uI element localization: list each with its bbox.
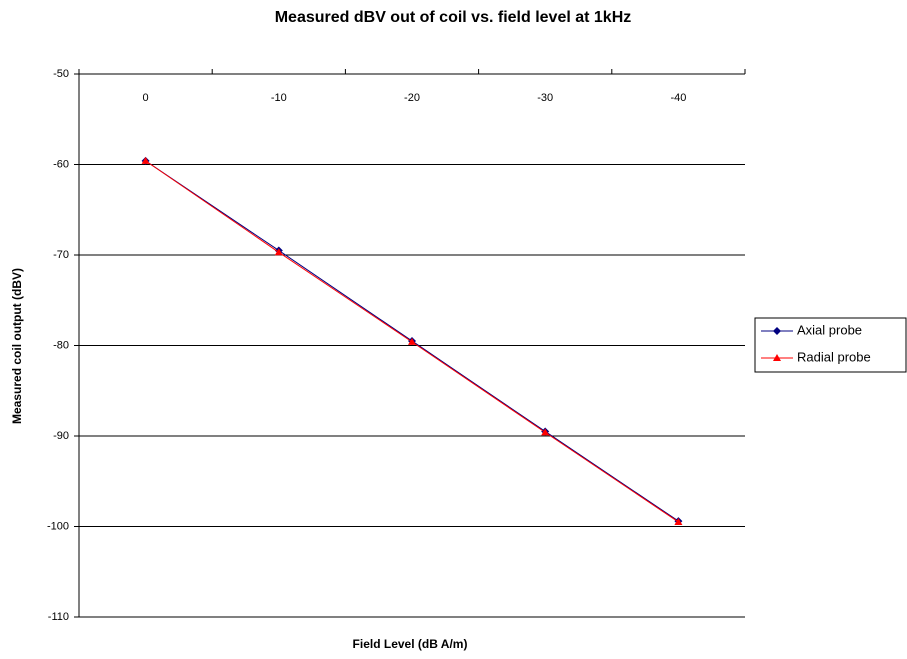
y-tick-label: -80 xyxy=(53,339,69,351)
legend-box xyxy=(754,317,907,373)
x-tick-label: -40 xyxy=(670,92,686,104)
marker xyxy=(408,337,416,345)
y-tick-label: -100 xyxy=(47,520,69,532)
legend-marker xyxy=(773,354,781,361)
legend-label: Axial probe xyxy=(797,322,862,337)
x-axis-label: Field Level (dB A/m) xyxy=(353,637,468,651)
legend-marker xyxy=(773,327,781,335)
x-tick-label: -30 xyxy=(537,92,553,104)
y-tick-label: -90 xyxy=(53,430,69,442)
x-tick-label: -10 xyxy=(271,92,287,104)
x-tick-label: 0 xyxy=(143,92,149,104)
chart-title: Measured dBV out of coil vs. field level… xyxy=(275,9,632,26)
y-tick-label: -110 xyxy=(48,611,69,623)
marker xyxy=(674,517,683,525)
y-tick-label: -70 xyxy=(53,249,69,261)
legend-label: Radial probe xyxy=(797,349,871,364)
marker xyxy=(141,156,150,164)
marker xyxy=(541,428,550,436)
y-tick-label: -50 xyxy=(53,68,69,80)
y-tick-label: -60 xyxy=(53,158,69,170)
y-axis-label: Measured coil output (dBV) xyxy=(10,268,24,424)
marker xyxy=(274,248,283,256)
x-tick-label: -20 xyxy=(404,92,420,104)
